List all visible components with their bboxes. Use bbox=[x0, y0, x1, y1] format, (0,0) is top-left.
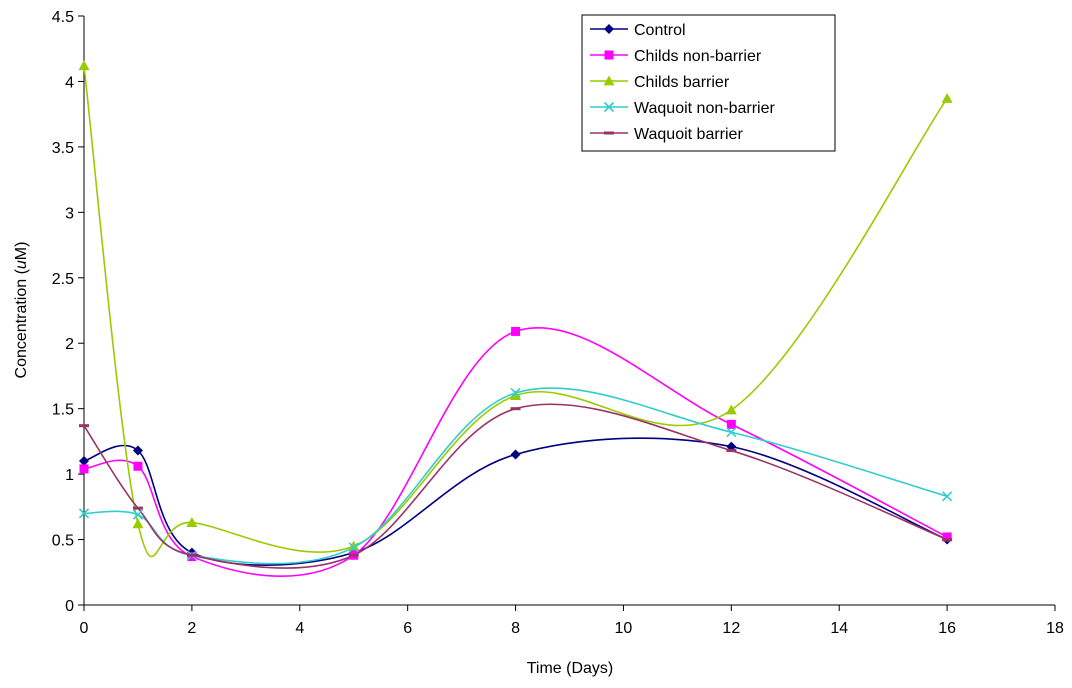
data-point-waquoit-barrier bbox=[726, 449, 737, 453]
x-axis-title: Time (Days) bbox=[527, 660, 614, 677]
data-point-waquoit-barrier bbox=[510, 407, 521, 411]
legend-label-childs-barrier: Childs barrier bbox=[634, 74, 730, 91]
data-point-control bbox=[510, 449, 521, 460]
data-point-waquoit-barrier bbox=[942, 538, 953, 542]
data-point-control bbox=[132, 445, 143, 456]
y-tick-label: 0.5 bbox=[52, 533, 74, 550]
data-point-childs-barrier bbox=[725, 404, 737, 415]
data-point-control bbox=[79, 456, 89, 467]
x-tick-label: 4 bbox=[295, 620, 304, 637]
data-point-childs-barrier bbox=[132, 518, 144, 529]
series-line-waquoit-barrier bbox=[83, 403, 948, 569]
data-point-waquoit-non-barrier bbox=[510, 387, 521, 399]
legend-marker-waquoit-non-barrier bbox=[603, 101, 615, 113]
data-point-childs-non-barrier bbox=[726, 419, 736, 429]
data-point-waquoit-non-barrier bbox=[726, 427, 737, 438]
data-point-waquoit-barrier bbox=[348, 553, 359, 557]
x-tick-label: 8 bbox=[511, 620, 520, 637]
legend-marker-control bbox=[604, 24, 614, 34]
y-tick-label: 4.5 bbox=[52, 9, 74, 26]
data-point-waquoit-barrier bbox=[132, 506, 143, 510]
data-point-waquoit-non-barrier bbox=[942, 491, 953, 502]
x-tick-label: 18 bbox=[1046, 620, 1064, 637]
series-lines bbox=[83, 65, 948, 577]
y-tick-label: 0 bbox=[65, 598, 74, 615]
y-tick-label: 3.5 bbox=[52, 140, 74, 157]
x-tick-label: 6 bbox=[403, 620, 412, 637]
data-point-waquoit-non-barrier bbox=[348, 542, 359, 553]
data-point-waquoit-barrier bbox=[186, 553, 197, 557]
data-point-childs-non-barrier bbox=[511, 326, 521, 336]
data-point-waquoit-non-barrier bbox=[132, 509, 144, 520]
x-tick-label: 2 bbox=[187, 620, 196, 637]
marker-stroke bbox=[603, 101, 615, 113]
series-markers bbox=[78, 60, 953, 562]
marker-stroke bbox=[132, 509, 144, 520]
legend-label-control: Control bbox=[634, 22, 686, 39]
marker-stroke bbox=[78, 508, 90, 519]
data-point-childs-barrier bbox=[348, 540, 360, 551]
x-tick-label: 16 bbox=[938, 620, 956, 637]
legend-box bbox=[581, 14, 836, 152]
series-line-control bbox=[83, 437, 948, 566]
x-tick-label: 12 bbox=[722, 620, 740, 637]
series-line-childs-non-barrier bbox=[83, 326, 948, 577]
legend-marker-childs-non-barrier bbox=[604, 50, 614, 60]
legend-marker-waquoit-barrier bbox=[604, 131, 614, 135]
legend-marker-childs-barrier bbox=[603, 75, 615, 86]
axes: 0 0.5 1 1.5 2 2.5 3 3.5 4 4.5 0 2 4 6 8 10 12 14 16 18 bbox=[52, 9, 1064, 637]
data-point-childs-barrier bbox=[941, 92, 953, 103]
y-tick-label: 1.5 bbox=[52, 402, 74, 419]
marker-stroke bbox=[510, 387, 521, 399]
data-point-childs-non-barrier bbox=[133, 461, 143, 471]
marker-stroke bbox=[348, 542, 359, 553]
legend-label-waquoit-barrier: Waquoit barrier bbox=[634, 126, 743, 143]
y-axis-title: Concentration (uM) bbox=[13, 242, 30, 379]
y-tick-label: 2 bbox=[65, 336, 74, 353]
y-tick-label: 1 bbox=[65, 467, 74, 484]
x-tick-label: 14 bbox=[830, 620, 848, 637]
marker-stroke bbox=[726, 427, 737, 438]
legend-label-childs-non-barrier: Childs non-barrier bbox=[634, 48, 762, 65]
data-point-waquoit-non-barrier bbox=[78, 508, 90, 519]
y-axis-title-italic: u bbox=[13, 260, 30, 269]
y-tick-label: 4 bbox=[65, 74, 74, 91]
data-point-childs-non-barrier bbox=[79, 464, 89, 474]
y-axis-title-prefix: Concentration ( bbox=[13, 268, 30, 378]
legend-label-waquoit-non-barrier: Waquoit non-barrier bbox=[634, 100, 775, 117]
data-point-childs-barrier bbox=[186, 517, 198, 527]
data-point-childs-barrier bbox=[510, 390, 522, 400]
marker-stroke bbox=[942, 491, 953, 502]
y-tick-label: 2.5 bbox=[52, 271, 74, 288]
legend: Control Childs non-barrier Childs barrier W… bbox=[581, 14, 836, 152]
x-tick-label: 0 bbox=[80, 620, 89, 637]
x-tick-label: 10 bbox=[615, 620, 633, 637]
data-point-childs-barrier bbox=[78, 60, 90, 71]
y-axis-title-suffix: M) bbox=[13, 242, 30, 261]
series-line-childs-barrier bbox=[83, 65, 948, 558]
data-point-waquoit-barrier bbox=[79, 424, 89, 428]
y-tick-label: 3 bbox=[65, 205, 74, 222]
data-point-childs-non-barrier bbox=[942, 532, 952, 542]
